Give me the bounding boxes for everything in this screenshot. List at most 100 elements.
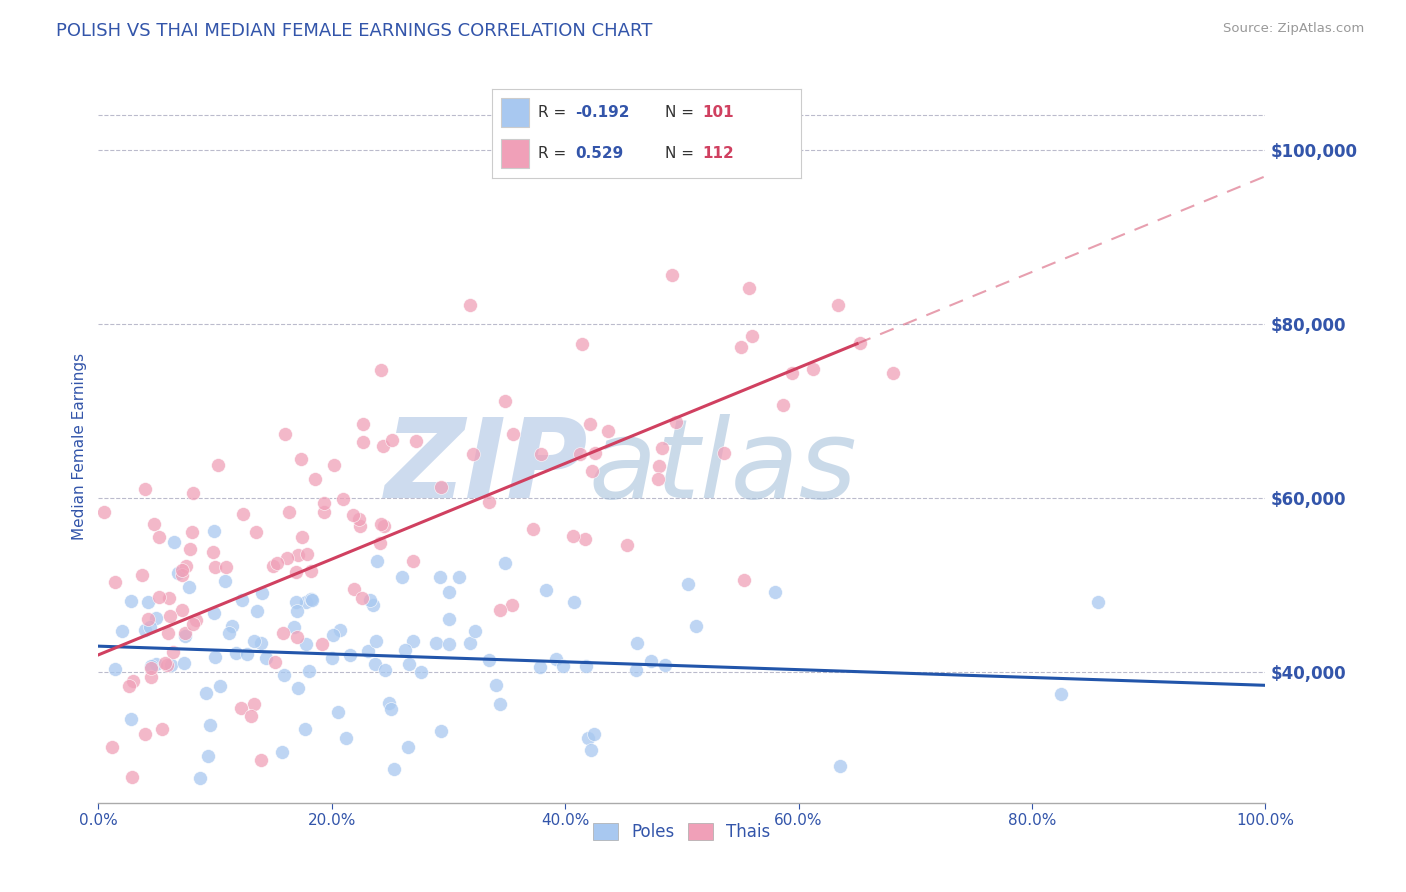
Point: [882, 366, 904, 380]
Point: [382, 763, 405, 777]
Point: [243, 698, 266, 712]
Point: [782, 366, 804, 380]
Point: [174, 629, 197, 643]
Point: [145, 657, 167, 671]
Legend: Poles, Thais: Poles, Thais: [586, 816, 778, 848]
Point: [285, 630, 308, 644]
Point: [298, 664, 321, 678]
Point: [284, 565, 307, 579]
Text: 101: 101: [703, 105, 734, 120]
Point: [103, 662, 125, 676]
Point: [186, 613, 208, 627]
Point: [366, 554, 388, 568]
Point: [197, 749, 219, 764]
Point: [120, 712, 142, 726]
Point: [145, 611, 167, 625]
Point: [156, 657, 179, 672]
Point: [685, 619, 707, 633]
Point: [396, 739, 419, 754]
Point: [322, 458, 344, 473]
Point: [141, 658, 163, 673]
Point: [502, 427, 524, 442]
Text: -0.192: -0.192: [575, 105, 630, 120]
Point: [159, 608, 181, 623]
Point: [232, 507, 254, 521]
Point: [437, 637, 460, 651]
Point: [494, 393, 516, 408]
Point: [287, 549, 309, 563]
Point: [730, 340, 752, 354]
Point: [134, 727, 156, 741]
Point: [654, 658, 676, 673]
Point: [398, 657, 420, 671]
Point: [478, 652, 501, 666]
Point: [215, 560, 238, 574]
Point: [464, 624, 486, 638]
Point: [373, 519, 395, 533]
Point: [229, 701, 252, 715]
Point: [299, 564, 322, 578]
Point: [381, 433, 404, 447]
Point: [405, 434, 427, 448]
Point: [170, 568, 193, 582]
Point: [157, 591, 180, 606]
Point: [273, 626, 295, 640]
Point: [583, 445, 606, 459]
Point: [291, 530, 314, 544]
Point: [437, 612, 460, 626]
Point: [332, 492, 354, 507]
Point: [264, 656, 287, 670]
Point: [162, 645, 184, 659]
Point: [530, 447, 553, 461]
Point: [139, 620, 162, 634]
Text: atlas: atlas: [589, 414, 858, 521]
Point: [200, 718, 222, 732]
Point: [380, 702, 402, 716]
Point: [534, 583, 557, 598]
Point: [366, 634, 388, 648]
Point: [202, 607, 225, 621]
Point: [93, 505, 115, 519]
Point: [204, 560, 226, 574]
Point: [285, 604, 308, 618]
Point: [172, 603, 194, 617]
Point: [429, 570, 451, 584]
Point: [582, 726, 605, 740]
Point: [501, 598, 523, 612]
Point: [449, 570, 471, 584]
Point: [738, 281, 761, 295]
Point: [121, 770, 143, 784]
Point: [329, 624, 352, 638]
Point: [290, 451, 312, 466]
Text: 0.529: 0.529: [575, 146, 624, 161]
Point: [121, 674, 143, 689]
Point: [763, 584, 786, 599]
Point: [157, 625, 180, 640]
Point: [827, 298, 849, 312]
Point: [551, 659, 574, 673]
Point: [209, 679, 232, 693]
Point: [394, 643, 416, 657]
Point: [571, 336, 593, 351]
Point: [562, 595, 585, 609]
Text: POLISH VS THAI MEDIAN FEMALE EARNINGS CORRELATION CHART: POLISH VS THAI MEDIAN FEMALE EARNINGS CO…: [56, 22, 652, 40]
Point: [246, 603, 269, 617]
Point: [274, 426, 297, 441]
Point: [1087, 595, 1109, 609]
Point: [136, 612, 159, 626]
Point: [273, 668, 295, 682]
Point: [181, 617, 204, 632]
Point: [335, 731, 357, 745]
Point: [239, 709, 262, 723]
Point: [596, 424, 619, 438]
Point: [575, 659, 598, 673]
Point: [616, 538, 638, 552]
Point: [150, 722, 173, 736]
Point: [301, 592, 323, 607]
Point: [494, 556, 516, 570]
Point: [194, 686, 217, 700]
Point: [177, 580, 200, 594]
Point: [304, 472, 326, 486]
Point: [378, 696, 401, 710]
Point: [225, 646, 247, 660]
